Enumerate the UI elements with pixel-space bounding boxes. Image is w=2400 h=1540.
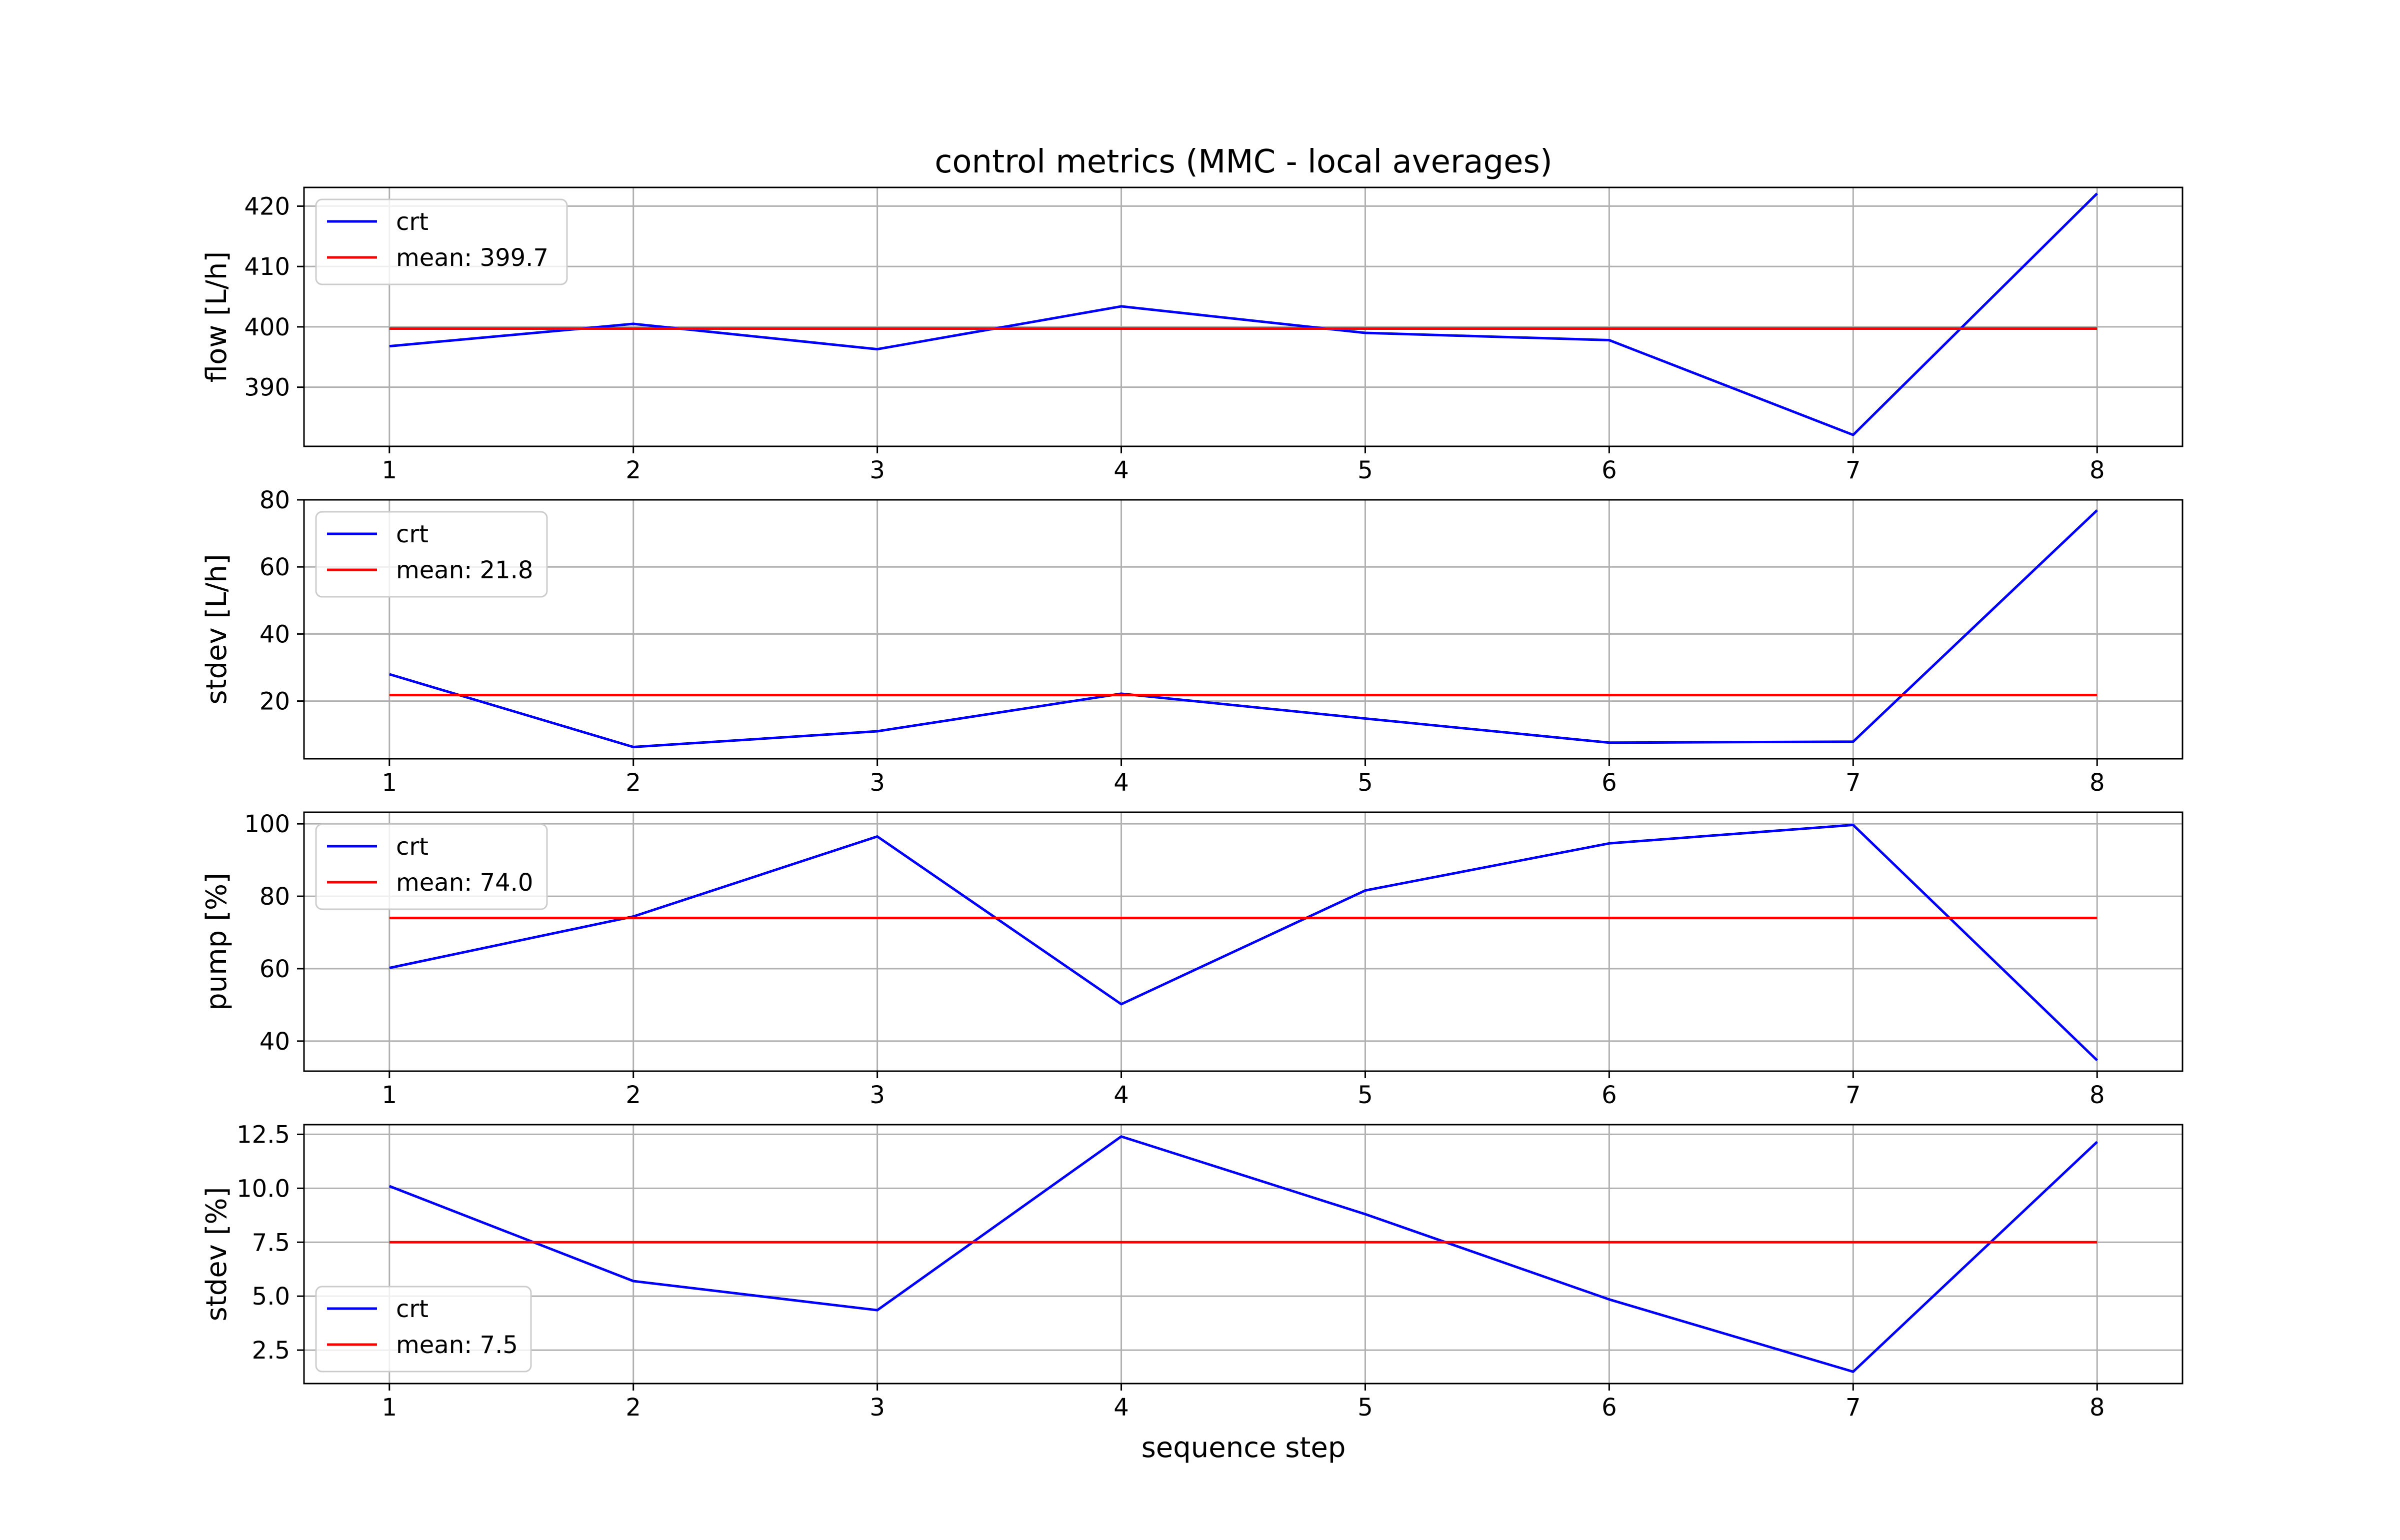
y-tick-label: 5.0 [252,1283,290,1311]
y-tick-label: 12.5 [236,1121,290,1149]
y-axis-label: pump [%] [200,873,233,1011]
legend-label-mean: mean: 74.0 [396,869,533,897]
x-tick-label: 6 [1602,1081,1617,1109]
series-line-crt [389,509,2098,748]
x-tick-label: 8 [2090,769,2105,797]
legend-label-mean: mean: 7.5 [396,1331,518,1359]
x-tick-label: 4 [1114,456,1129,484]
x-tick-label: 7 [1846,1081,1861,1109]
subplot-1: 1 2 3 4 5 6 7 8 390 400 410 420 flow [L/h] crt mean: 3… [200,186,2184,484]
subplot-2: 1 2 3 4 5 6 7 8 20 40 60 80 stdev [L/h] crt mean: 21.8 [200,486,2184,797]
x-tick-label: 5 [1358,769,1373,797]
x-tick-label: 3 [870,1081,885,1109]
x-tick-label: 5 [1358,1394,1373,1422]
x-tick-label: 3 [870,1394,885,1422]
axes-frame [303,811,2184,1072]
x-tick-label: 7 [1846,769,1861,797]
subplot-3: 1 2 3 4 5 6 7 8 40 60 80 100 pump [%] crt mean: 74.0 [200,810,2184,1109]
y-tick-label: 40 [260,620,290,648]
x-tick-label: 2 [626,456,641,484]
figure-title: control metrics (MMC - local averages) [934,143,1552,180]
y-tick-label: 400 [244,313,290,341]
y-tick-label: 2.5 [252,1337,290,1365]
legend-label-crt: crt [396,520,428,548]
x-tick-label: 6 [1602,456,1617,484]
y-tick-label: 80 [260,883,290,911]
y-tick-label: 40 [260,1028,290,1056]
y-tick-label: 7.5 [252,1229,290,1257]
y-tick-label: 100 [244,810,290,838]
y-tick-label: 390 [244,374,290,402]
x-tick-label: 7 [1846,456,1861,484]
x-tick-label: 1 [382,1394,397,1422]
legend-label-crt: crt [396,208,428,236]
x-tick-label: 1 [382,1081,397,1109]
legend: crt mean: 21.8 [315,511,548,598]
axes-frame [303,499,2184,760]
legend-label-mean: mean: 21.8 [396,556,533,584]
y-tick-label: 20 [260,688,290,716]
x-tick-label: 8 [2090,1081,2105,1109]
x-tick-label: 3 [870,456,885,484]
x-tick-label: 6 [1602,769,1617,797]
legend-label-mean: mean: 399.7 [396,244,548,272]
legend: crt mean: 74.0 [315,823,548,910]
x-tick-label: 6 [1602,1394,1617,1422]
x-tick-label: 8 [2090,456,2105,484]
axes-frame [303,1124,2184,1385]
x-tick-label: 8 [2090,1394,2105,1422]
legend: crt mean: 399.7 [315,198,568,285]
x-tick-label: 2 [626,769,641,797]
x-tick-label: 4 [1114,1394,1129,1422]
y-axis-label: stdev [L/h] [200,554,233,704]
legend-box [315,198,568,285]
series-line-crt [389,823,2098,1062]
legend-label-crt: crt [396,1295,428,1323]
x-tick-label: 7 [1846,1394,1861,1422]
y-tick-label: 410 [244,253,290,281]
y-axis-label: stdev [%] [200,1187,233,1322]
y-axis-label: flow [L/h] [200,251,233,382]
x-tick-label: 2 [626,1394,641,1422]
x-tick-label: 1 [382,456,397,484]
x-tick-label: 3 [870,769,885,797]
x-tick-label: 5 [1358,456,1373,484]
x-axis-label: sequence step [1142,1432,1346,1464]
y-tick-label: 10.0 [236,1175,290,1203]
x-tick-label: 4 [1114,1081,1129,1109]
x-tick-label: 1 [382,769,397,797]
y-tick-label: 60 [260,955,290,983]
x-tick-label: 2 [626,1081,641,1109]
legend-label-crt: crt [396,833,428,861]
y-tick-label: 60 [260,553,290,581]
y-tick-label: 420 [244,192,290,220]
legend: crt mean: 7.5 [315,1286,532,1373]
subplot-4: 1 2 3 4 5 6 7 8 2.5 5.0 7.5 10.0 12.5 stdev [%] crt mea… [200,1121,2184,1422]
x-tick-label: 4 [1114,769,1129,797]
y-tick-label: 80 [260,486,290,514]
x-tick-label: 5 [1358,1081,1373,1109]
axes-frame [303,186,2184,447]
series-line-crt [388,1135,2098,1373]
